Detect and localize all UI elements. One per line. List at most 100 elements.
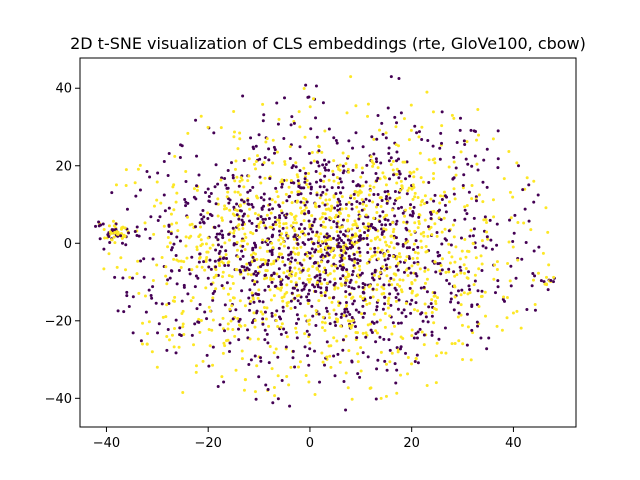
scatter-point	[444, 210, 448, 214]
scatter-point	[425, 201, 429, 204]
scatter-point	[294, 161, 298, 165]
scatter-point	[214, 248, 218, 252]
scatter-point	[265, 306, 269, 310]
scatter-point	[404, 208, 408, 212]
scatter-point	[255, 195, 259, 199]
scatter-point	[456, 289, 460, 293]
x-tick-label: 20	[403, 436, 420, 451]
scatter-point	[189, 299, 193, 303]
scatter-point	[451, 177, 455, 181]
scatter-point	[463, 208, 467, 212]
scatter-point	[317, 149, 321, 153]
scatter-point	[329, 226, 333, 230]
scatter-point	[351, 245, 355, 249]
scatter-point	[481, 200, 485, 204]
scatter-point	[389, 276, 393, 280]
scatter-point	[409, 311, 413, 315]
scatter-point	[410, 187, 414, 191]
scatter-point	[275, 272, 279, 276]
scatter-point	[288, 194, 292, 198]
scatter-point	[378, 318, 382, 322]
scatter-point	[307, 363, 311, 367]
scatter-point	[383, 325, 387, 329]
scatter-point	[127, 231, 131, 235]
scatter-point	[332, 159, 336, 163]
scatter-point	[134, 194, 138, 198]
scatter-point	[334, 213, 338, 217]
scatter-point	[125, 294, 129, 298]
scatter-point	[390, 234, 394, 238]
scatter-point	[328, 296, 331, 300]
scatter-point	[370, 135, 374, 139]
scatter-point	[444, 270, 448, 274]
scatter-point	[368, 296, 372, 300]
x-tick-label: 0	[306, 436, 314, 451]
scatter-point	[479, 336, 483, 340]
scatter-point	[300, 263, 304, 267]
scatter-point	[98, 237, 102, 241]
scatter-point	[228, 198, 232, 202]
scatter-point	[349, 236, 353, 240]
scatter-point	[356, 261, 360, 265]
scatter-point	[237, 217, 241, 221]
scatter-point	[115, 232, 119, 236]
scatter-point	[539, 279, 543, 283]
scatter-point	[287, 383, 291, 387]
scatter-point	[296, 299, 300, 303]
scatter-point	[112, 224, 116, 228]
scatter-point	[398, 188, 402, 192]
scatter-point	[316, 161, 320, 165]
scatter-point	[307, 219, 311, 223]
scatter-point	[223, 329, 227, 333]
scatter-point	[292, 237, 296, 241]
scatter-point	[162, 224, 166, 228]
scatter-point	[283, 96, 286, 100]
scatter-point	[279, 277, 283, 281]
scatter-point	[314, 116, 318, 120]
scatter-point	[402, 270, 406, 274]
scatter-point	[294, 221, 298, 225]
scatter-point	[248, 337, 252, 341]
scatter-point	[268, 249, 272, 253]
scatter-point	[328, 354, 332, 358]
scatter-point	[304, 83, 308, 87]
scatter-point	[231, 226, 235, 230]
scatter-point	[344, 207, 348, 211]
scatter-point	[413, 250, 417, 254]
scatter-point	[317, 235, 321, 239]
scatter-point	[474, 256, 478, 260]
scatter-point	[206, 125, 210, 129]
scatter-point	[194, 118, 198, 122]
scatter-point	[318, 380, 322, 384]
scatter-point	[252, 147, 256, 151]
scatter-point	[235, 240, 239, 244]
scatter-point	[395, 159, 399, 163]
scatter-point	[469, 358, 473, 362]
scatter-point	[467, 284, 471, 288]
scatter-point	[238, 257, 242, 261]
scatter-point	[336, 186, 340, 190]
scatter-point	[236, 255, 240, 259]
scatter-point	[485, 147, 489, 151]
scatter-point	[273, 313, 277, 317]
scatter-point	[351, 319, 355, 323]
scatter-point	[267, 147, 271, 151]
scatter-point	[430, 314, 434, 318]
scatter-point	[152, 232, 156, 236]
scatter-point	[361, 222, 365, 226]
scatter-point	[272, 261, 276, 265]
scatter-point	[303, 208, 307, 212]
scatter-point	[447, 242, 451, 246]
scatter-point	[394, 299, 398, 303]
scatter-point	[299, 206, 303, 210]
scatter-point	[307, 380, 311, 384]
scatter-point	[246, 272, 250, 276]
scatter-point	[307, 238, 311, 242]
scatter-point	[452, 116, 456, 120]
scatter-point	[208, 258, 212, 262]
scatter-point	[537, 245, 541, 249]
scatter-point	[206, 187, 210, 191]
scatter-point	[290, 166, 294, 170]
scatter-point	[366, 114, 370, 118]
scatter-point	[264, 273, 268, 277]
